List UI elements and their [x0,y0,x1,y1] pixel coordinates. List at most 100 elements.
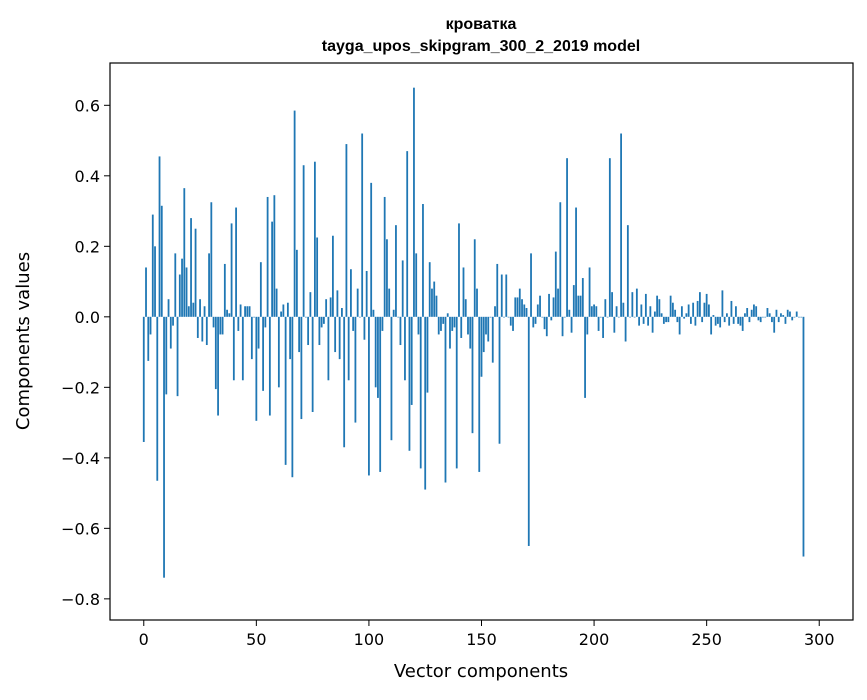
bar-207 [608,158,611,317]
bar-180 [548,293,550,317]
bar-217 [631,292,634,317]
x-tick-label: 50 [246,630,266,649]
bar-97 [361,133,364,317]
bar-80 [322,316,325,324]
bar-225 [649,306,652,317]
bar-27 [203,306,206,317]
bar-32 [214,316,217,390]
bar-138 [453,316,456,328]
bar-37 [226,309,228,317]
bar-283 [780,313,782,317]
bar-75 [311,316,314,412]
bar-99 [365,270,368,317]
bar-279 [771,316,773,323]
bar-94 [354,316,357,423]
bar-26 [201,316,204,342]
bar-47 [248,306,251,317]
bar-21 [190,218,192,317]
bar-89 [343,316,346,448]
bar-129 [433,281,436,317]
bar-95 [356,288,359,317]
bar-33 [217,316,219,416]
bar-289 [793,316,796,318]
bar-125 [424,316,427,490]
bar-117 [406,151,409,317]
bar-167 [518,288,521,317]
bar-16 [178,274,181,317]
bar-160 [503,316,505,318]
bar-254 [714,316,717,326]
bar-228 [656,295,659,317]
bar-29 [208,253,210,317]
bar-6 [156,316,159,481]
bar-137 [451,316,454,331]
bar-181 [550,316,553,321]
x-tick-label: 200 [579,630,610,649]
bar-81 [325,299,328,317]
bar-8 [160,205,163,317]
bar-204 [602,316,604,338]
bar-7 [158,156,161,317]
bar-291 [798,316,800,318]
bar-40 [232,316,235,381]
bar-196 [584,316,586,398]
bar-209 [613,316,616,333]
bar-230 [660,313,663,317]
bar-211 [617,316,620,318]
bar-41 [235,207,237,317]
bar-103 [374,316,377,388]
bar-72 [304,316,307,318]
bar-88 [341,308,343,317]
bar-255 [717,316,719,324]
bar-108 [386,239,388,317]
bar-164 [512,316,514,331]
bar-150 [480,316,483,377]
bar-76 [313,161,316,317]
bar-92 [350,269,352,317]
y-axis-ticks: −0.8 −0.6 −0.4 −0.2 0.0 0.2 0.4 0.6 [61,96,110,609]
bar-170 [525,308,528,317]
bar-203 [599,316,602,318]
bar-168 [521,299,523,317]
bar-25 [199,299,201,317]
bar-253 [712,315,715,317]
bar-262 [732,316,735,324]
bar-113 [397,316,400,318]
bar-187 [563,316,566,318]
y-tick-label: 0.4 [75,167,100,186]
bar-120 [413,87,415,317]
bar-212 [620,133,622,317]
bar-163 [509,316,512,326]
bar-132 [440,316,442,331]
bar-77 [316,237,319,317]
bar-13 [172,316,174,326]
bar-66 [291,316,294,478]
bar-184 [557,288,559,317]
bar-34 [219,316,222,335]
bar-127 [428,262,431,317]
bar-178 [543,316,546,330]
bar-247 [699,292,701,317]
bar-58 [273,195,276,317]
bar-290 [795,311,798,317]
bar-198 [588,267,591,317]
bar-270 [750,309,753,317]
bar-165 [514,297,517,317]
y-tick-label: −0.2 [61,378,100,397]
bar-227 [653,311,656,317]
bar-121 [415,253,418,317]
bar-236 [674,309,677,317]
bar-68 [295,249,298,317]
x-tick-label: 250 [691,630,722,649]
bar-53 [262,316,264,391]
bar-223 [644,293,647,317]
bar-131 [437,316,440,335]
bar-59 [275,288,278,317]
bar-281 [775,309,778,317]
x-tick-label: 0 [139,630,149,649]
bar-155 [491,316,494,363]
bar-199 [590,306,593,317]
bar-257 [721,290,724,317]
bar-49 [253,316,255,318]
